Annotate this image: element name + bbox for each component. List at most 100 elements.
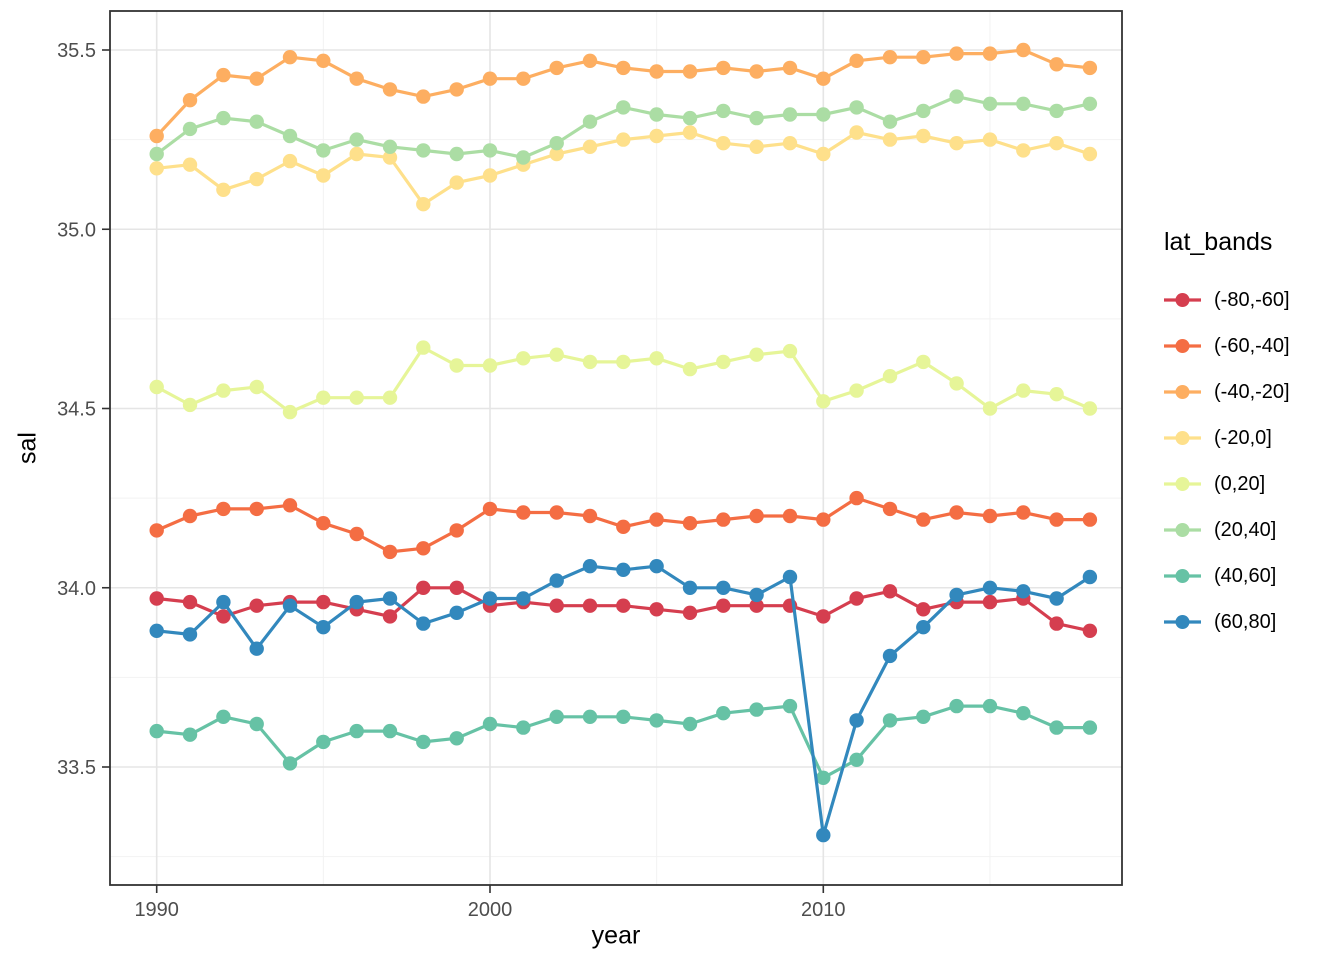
data-point	[316, 734, 331, 750]
data-point	[982, 132, 998, 147]
data-point	[649, 107, 664, 122]
data-point	[282, 404, 298, 420]
legend-item-label: (-60,-40]	[1214, 334, 1290, 357]
data-point	[1082, 720, 1098, 735]
data-point	[916, 103, 931, 119]
data-point	[982, 46, 998, 61]
data-point	[1049, 136, 1064, 151]
data-point	[749, 139, 764, 154]
data-point	[916, 512, 931, 527]
data-point	[849, 591, 864, 606]
x-tick-label: 2010	[801, 899, 846, 921]
data-point	[282, 128, 298, 144]
data-point	[616, 354, 631, 370]
data-point	[582, 139, 598, 154]
data-point	[282, 756, 298, 771]
data-point	[882, 50, 898, 65]
data-point	[782, 698, 798, 714]
data-point	[849, 490, 864, 506]
legend-item-3: (-20,0]	[1164, 415, 1290, 461]
data-point	[582, 114, 598, 129]
data-point	[949, 505, 964, 520]
data-point	[549, 146, 564, 162]
data-point	[149, 128, 164, 144]
data-point	[249, 716, 264, 732]
data-point	[1082, 401, 1098, 416]
data-point	[816, 146, 831, 162]
data-point	[782, 60, 798, 76]
series-(0,20]	[149, 340, 1098, 420]
data-point	[682, 125, 698, 140]
data-point	[649, 512, 664, 527]
series-(-20,0]	[149, 125, 1098, 212]
data-point	[649, 64, 664, 79]
data-point	[582, 559, 598, 574]
legend-item-2: (-40,-20]	[1164, 369, 1290, 415]
data-point	[416, 197, 431, 212]
data-point	[982, 508, 998, 524]
data-point	[349, 132, 364, 147]
data-point	[816, 609, 831, 624]
data-point	[449, 175, 464, 190]
data-point	[416, 89, 431, 104]
data-point	[682, 605, 698, 620]
data-point	[582, 53, 598, 68]
data-point	[149, 723, 164, 739]
data-point	[182, 508, 198, 524]
series-(-80,-60]	[149, 580, 1098, 638]
data-point	[616, 709, 631, 724]
data-point	[549, 573, 564, 588]
data-point	[349, 146, 364, 162]
data-point	[382, 82, 398, 97]
data-point	[316, 143, 331, 158]
series-(-40,-20]	[149, 42, 1098, 144]
data-point	[182, 727, 198, 742]
legend-item-0: (-80,-60]	[1164, 277, 1290, 323]
data-point	[1049, 103, 1064, 119]
legend-items: (-80,-60] (-60,-40] (-40,-20] (-20,0] (0,20]…	[1164, 277, 1290, 645]
data-point	[249, 379, 264, 395]
data-point	[716, 706, 731, 721]
data-point	[416, 340, 431, 355]
data-point	[716, 136, 731, 151]
data-point	[249, 641, 264, 656]
data-point	[416, 616, 431, 631]
data-point	[316, 516, 331, 531]
data-point	[682, 580, 698, 595]
data-point	[816, 107, 831, 122]
data-point	[1016, 42, 1031, 58]
data-point	[316, 390, 331, 405]
y-tick-label: 35.5	[57, 40, 96, 62]
data-point	[349, 594, 364, 610]
data-point	[282, 598, 298, 613]
data-point	[449, 82, 464, 97]
data-point	[649, 128, 664, 144]
data-point	[749, 347, 764, 362]
legend-item-label: (60,80]	[1214, 610, 1277, 633]
legend-key-icon	[1164, 523, 1201, 537]
legend-key-icon	[1164, 615, 1201, 629]
data-point	[549, 598, 564, 613]
panel-border	[109, 10, 1123, 886]
data-point	[882, 648, 898, 664]
data-point	[882, 132, 898, 147]
data-point	[716, 60, 731, 76]
legend-item-label: (-40,-20]	[1214, 380, 1290, 403]
data-point	[316, 594, 331, 610]
data-point	[616, 132, 631, 147]
data-point	[1049, 512, 1064, 527]
data-point	[216, 67, 231, 83]
data-point	[882, 369, 898, 384]
data-point	[282, 50, 298, 65]
data-point	[149, 523, 164, 538]
legend-key-icon	[1164, 293, 1201, 307]
data-point	[1082, 96, 1098, 112]
legend-item-6: (40,60]	[1164, 553, 1290, 599]
data-point	[182, 594, 198, 610]
data-point	[516, 591, 531, 606]
data-point	[449, 523, 464, 538]
legend-title: lat_bands	[1164, 228, 1273, 256]
data-point	[349, 390, 364, 405]
data-point	[749, 598, 764, 613]
